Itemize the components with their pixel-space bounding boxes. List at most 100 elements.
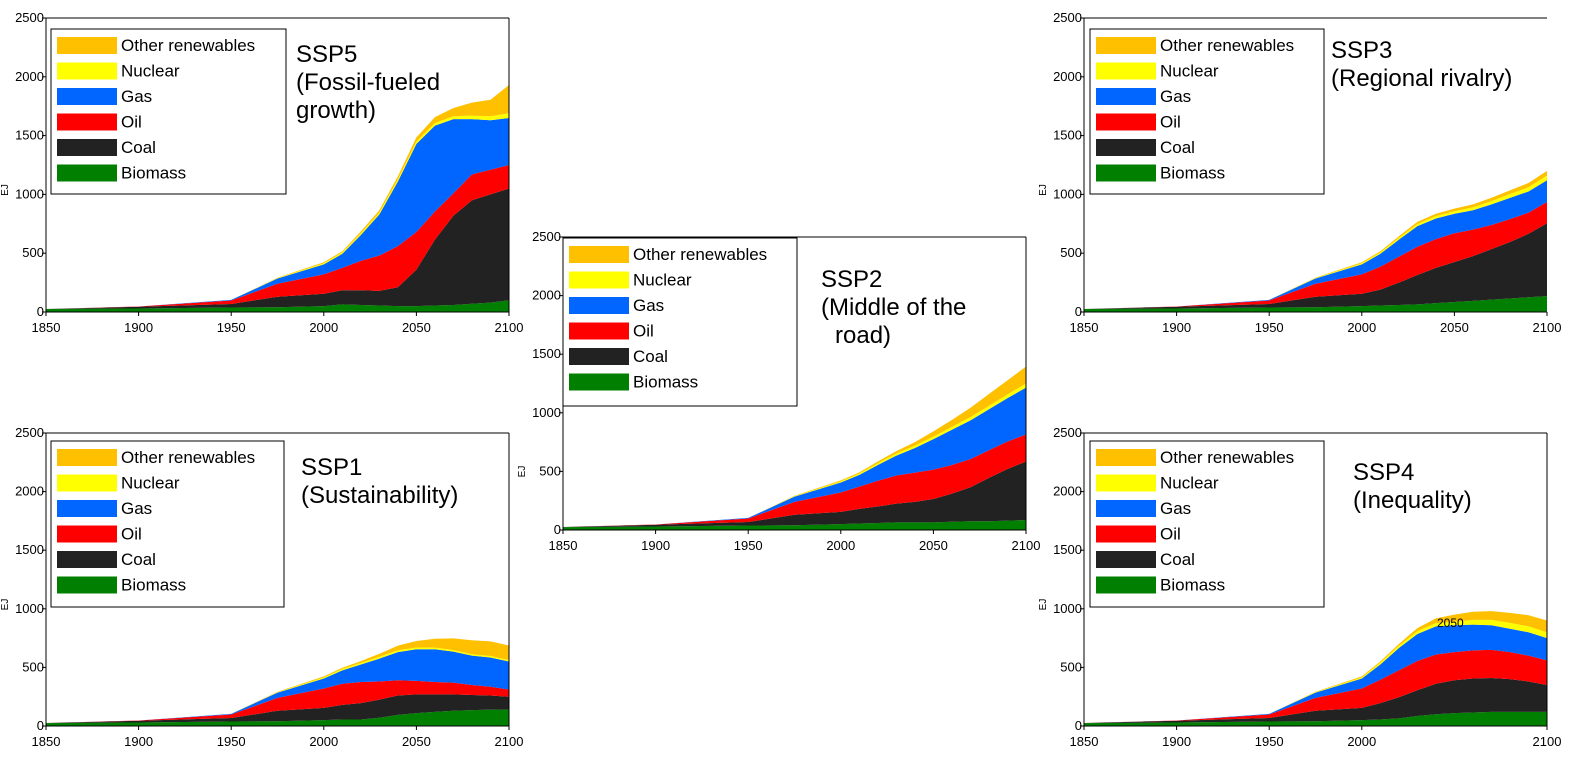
- ssp2-legend-swatch: [569, 373, 629, 391]
- ssp3-legend-label: Other renewables: [1160, 36, 1294, 55]
- ssp1-y-tick-label: 1500: [15, 542, 44, 557]
- ssp1-y-tick-label: 0: [37, 718, 44, 733]
- ssp3-y-tick-label: 0: [1075, 304, 1082, 319]
- ssp1-y-tick-label: 2000: [15, 484, 44, 499]
- ssp1-legend-label: Coal: [121, 550, 156, 569]
- ssp3-y-tick-label: 1000: [1053, 186, 1082, 201]
- ssp4-subtitle-line: (Inequality): [1353, 487, 1472, 514]
- ssp4-area-gas: [1084, 624, 1547, 723]
- ssp3-subtitle-line: (Regional rivalry): [1331, 65, 1512, 92]
- ssp1-legend-label: Other renewables: [121, 448, 255, 467]
- ssp4-y-tick-label: 1500: [1053, 542, 1082, 557]
- ssp1-legend-swatch: [57, 500, 117, 517]
- ssp3-title: SSP3: [1331, 37, 1392, 64]
- ssp4-area-oil: [1084, 649, 1547, 723]
- ssp3-legend-label: Nuclear: [1160, 62, 1219, 81]
- ssp1-legend-swatch: [57, 551, 117, 568]
- ssp1-legend-label: Biomass: [121, 576, 186, 595]
- ssp1-y-tick-label: 2500: [15, 425, 44, 440]
- ssp4-y-tick-label: 0: [1075, 718, 1082, 733]
- ssp5-x-tick-label: 2050: [402, 320, 431, 335]
- ssp1-legend-swatch: [57, 525, 117, 543]
- ssp4-x-tick-label: 1950: [1255, 734, 1284, 749]
- ssp4-title: SSP4: [1353, 459, 1414, 486]
- ssp2-x-tick-label: 1850: [549, 538, 578, 553]
- ssp3-area-gas: [1084, 180, 1547, 309]
- ssp5-y-axis-label: EJ: [0, 184, 11, 196]
- ssp2-x-tick-label: 1950: [734, 538, 763, 553]
- ssp3-chart: 0 500 1000 1500 2000 2500 1850 1900 1950 2000 2050…: [1038, 10, 1561, 335]
- ssp5-legend-swatch: [57, 113, 117, 131]
- ssp3-area-oil: [1084, 202, 1547, 309]
- ssp5-legend-label: Gas: [121, 87, 152, 106]
- ssp4-y-tick-label: 2500: [1053, 425, 1082, 440]
- ssp1-area-oil: [46, 680, 509, 723]
- ssp2-legend-label: Biomass: [633, 373, 698, 392]
- ssp2-subtitle-line: road): [835, 322, 891, 349]
- ssp5-y-tick-label: 0: [37, 304, 44, 319]
- ssp2-area-oil: [563, 434, 1026, 527]
- ssp1-area-biomass: [46, 709, 509, 726]
- ssp4-legend-swatch: [1096, 551, 1156, 568]
- ssp4-area-coal: [1084, 677, 1547, 724]
- ssp3-y-tick-label: 500: [1060, 245, 1082, 260]
- ssp3-legend-swatch: [1096, 139, 1156, 156]
- ssp2-x-tick-label: 2100: [1012, 538, 1041, 553]
- ssp2-y-tick-label: 0: [554, 522, 561, 537]
- ssp2-y-tick-label: 1500: [532, 346, 561, 361]
- ssp2-area-gas: [563, 387, 1026, 527]
- ssp4-legend-label: Nuclear: [1160, 474, 1219, 493]
- ssp4-legend-label: Biomass: [1160, 576, 1225, 595]
- ssp4-x-tick-label: 2000: [1347, 734, 1376, 749]
- ssp2-chart: 0 500 1000 1500 2000 2500 1850 1900 1950 2000 2050…: [517, 229, 1040, 553]
- ssp5-legend-label: Nuclear: [121, 62, 180, 81]
- ssp2-y-tick-label: 2500: [532, 229, 561, 244]
- ssp5-y-tick-label: 500: [22, 245, 44, 260]
- ssp3-legend-swatch: [1096, 37, 1156, 54]
- ssp4-annotation: 2050: [1437, 616, 1464, 630]
- ssp3-x-tick-label: 2100: [1533, 320, 1562, 335]
- ssp2-legend-label: Other renewables: [633, 245, 767, 264]
- ssp1-area-coal: [46, 694, 509, 724]
- ssp3-legend-label: Biomass: [1160, 164, 1225, 183]
- ssp3-y-axis-label: EJ: [1038, 184, 1049, 196]
- ssp4-chart: 0 500 1000 1500 2000 2500 1850 1900 1950 2000 2100…: [1038, 425, 1561, 749]
- ssp4-legend-swatch: [1096, 449, 1156, 466]
- ssp1-area-other-renewables: [46, 638, 509, 723]
- ssp2-legend-swatch: [569, 297, 629, 314]
- ssp3-y-tick-label: 1500: [1053, 128, 1082, 143]
- ssp5-x-tick-label: 1950: [217, 320, 246, 335]
- ssp5-legend-swatch: [57, 37, 117, 54]
- ssp4-legend-swatch: [1096, 576, 1156, 594]
- ssp5-x-tick-label: 2000: [309, 320, 338, 335]
- ssp1-legend-label: Nuclear: [121, 474, 180, 493]
- ssp1-x-tick-label: 1900: [124, 734, 153, 749]
- ssp4-y-tick-label: 1000: [1053, 601, 1082, 616]
- ssp3-x-tick-label: 2050: [1440, 320, 1469, 335]
- ssp4-legend-label: Gas: [1160, 499, 1191, 518]
- ssp4-x-tick-label: 1850: [1070, 734, 1099, 749]
- ssp5-subtitle-line: (Fossil-fueled: [296, 69, 440, 96]
- ssp3-y-tick-label: 2500: [1053, 10, 1082, 25]
- ssp5-area-gas: [46, 117, 509, 309]
- ssp1-x-tick-label: 1950: [217, 734, 246, 749]
- ssp2-legend-swatch: [569, 271, 629, 289]
- ssp2-area-coal: [563, 461, 1026, 528]
- ssp3-x-tick-label: 1950: [1255, 320, 1284, 335]
- ssp5-legend-label: Oil: [121, 113, 142, 132]
- ssp2-legend-label: Nuclear: [633, 271, 692, 290]
- ssp4-legend-label: Oil: [1160, 525, 1181, 544]
- ssp3-legend-swatch: [1096, 113, 1156, 131]
- ssp2-legend-swatch: [569, 348, 629, 365]
- ssp5-x-tick-label: 1900: [124, 320, 153, 335]
- ssp3-x-tick-label: 1900: [1162, 320, 1191, 335]
- ssp1-legend-label: Gas: [121, 499, 152, 518]
- ssp4-y-tick-label: 2000: [1053, 484, 1082, 499]
- ssp3-legend-label: Oil: [1160, 113, 1181, 132]
- ssp2-legend-label: Coal: [633, 347, 668, 366]
- ssp5-y-tick-label: 1000: [15, 186, 44, 201]
- ssp5-y-tick-label: 2500: [15, 10, 44, 25]
- ssp5-y-tick-label: 2000: [15, 69, 44, 84]
- ssp4-y-tick-label: 500: [1060, 659, 1082, 674]
